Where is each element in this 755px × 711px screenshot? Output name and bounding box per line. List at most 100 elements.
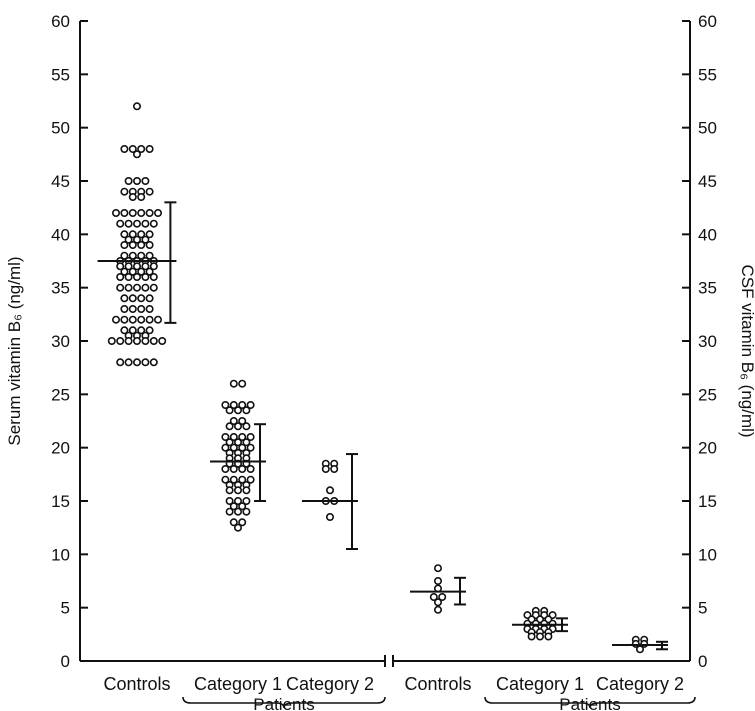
data-point bbox=[145, 294, 154, 303]
data-point bbox=[234, 422, 243, 431]
data-point bbox=[154, 209, 163, 218]
data-point bbox=[149, 272, 158, 281]
data-point bbox=[229, 379, 238, 388]
data-point bbox=[116, 358, 125, 367]
data-point bbox=[124, 262, 133, 271]
data-point bbox=[133, 102, 142, 111]
patients-bracket bbox=[484, 696, 696, 709]
data-point bbox=[145, 304, 154, 313]
data-point bbox=[112, 209, 121, 218]
data-point bbox=[221, 443, 230, 452]
data-point bbox=[124, 235, 133, 244]
data-point bbox=[133, 177, 142, 186]
data-point bbox=[120, 294, 129, 303]
data-point bbox=[133, 272, 142, 281]
data-point bbox=[137, 145, 146, 154]
data-point bbox=[238, 502, 247, 511]
y-left-tick-label: 0 bbox=[61, 652, 70, 671]
y-right-tick-label: 35 bbox=[698, 279, 717, 298]
patients-label: Patients bbox=[253, 695, 314, 711]
data-point bbox=[116, 262, 125, 271]
data-point bbox=[133, 235, 142, 244]
data-point bbox=[238, 432, 247, 441]
data-point bbox=[133, 219, 142, 228]
data-point bbox=[246, 443, 255, 452]
data-point bbox=[154, 315, 163, 324]
data-point bbox=[124, 219, 133, 228]
data-point bbox=[128, 294, 137, 303]
data-point bbox=[438, 592, 447, 601]
data-point bbox=[229, 475, 238, 484]
data-point bbox=[229, 443, 238, 452]
data-point bbox=[133, 358, 142, 367]
data-point bbox=[238, 400, 247, 409]
data-point bbox=[238, 416, 247, 425]
data-point bbox=[116, 272, 125, 281]
y-right-tick-label: 60 bbox=[698, 12, 717, 31]
data-point bbox=[221, 432, 230, 441]
category-label: Controls bbox=[404, 674, 471, 694]
data-point bbox=[221, 400, 230, 409]
data-point bbox=[120, 251, 129, 260]
data-point bbox=[112, 315, 121, 324]
data-point bbox=[137, 267, 146, 276]
data-point bbox=[242, 496, 251, 505]
data-point bbox=[242, 507, 251, 516]
data-point bbox=[128, 230, 137, 239]
data-point bbox=[124, 336, 133, 345]
y-left-tick-label: 45 bbox=[51, 172, 70, 191]
data-point bbox=[141, 219, 150, 228]
data-point bbox=[535, 632, 544, 641]
data-point bbox=[229, 464, 238, 473]
data-point bbox=[124, 177, 133, 186]
y-left-tick-label: 25 bbox=[51, 385, 70, 404]
data-group bbox=[302, 453, 358, 550]
data-point bbox=[120, 326, 129, 335]
data-point bbox=[116, 219, 125, 228]
data-point bbox=[116, 336, 125, 345]
y-left-tick-label: 60 bbox=[51, 12, 70, 31]
data-point bbox=[246, 475, 255, 484]
y-right-tick-label: 55 bbox=[698, 65, 717, 84]
y-right-tick-label: 40 bbox=[698, 225, 717, 244]
y-right-tick-label: 10 bbox=[698, 545, 717, 564]
data-point bbox=[128, 326, 137, 335]
y-left-tick-label: 10 bbox=[51, 545, 70, 564]
y-right-tick-label: 45 bbox=[698, 172, 717, 191]
category-labels: Controls Category 1 Category 2 Controls Cate… bbox=[103, 674, 696, 711]
data-point bbox=[229, 416, 238, 425]
patients-bracket bbox=[182, 696, 386, 709]
y-left-tick-label: 50 bbox=[51, 119, 70, 138]
data-point bbox=[527, 632, 536, 641]
data-point bbox=[145, 187, 154, 196]
data-group bbox=[97, 102, 177, 367]
data-point bbox=[124, 283, 133, 292]
data-point bbox=[141, 272, 150, 281]
data-point bbox=[141, 235, 150, 244]
data-point bbox=[128, 209, 137, 218]
data-point bbox=[229, 432, 238, 441]
data-point bbox=[238, 518, 247, 527]
data-point bbox=[225, 486, 234, 495]
data-point bbox=[141, 336, 150, 345]
data-point bbox=[433, 598, 442, 607]
y-right-tick-label: 25 bbox=[698, 385, 717, 404]
y-right-tick-label: 0 bbox=[698, 652, 707, 671]
data-point bbox=[128, 315, 137, 324]
data-point bbox=[120, 304, 129, 313]
data-point bbox=[145, 267, 154, 276]
data-point bbox=[120, 145, 129, 154]
y-left-tick-label: 15 bbox=[51, 492, 70, 511]
data-point bbox=[137, 251, 146, 260]
data-group bbox=[612, 635, 668, 654]
y-left-tick-label: 40 bbox=[51, 225, 70, 244]
data-point bbox=[238, 379, 247, 388]
y-right-tick-label: 30 bbox=[698, 332, 717, 351]
data-point bbox=[137, 230, 146, 239]
data-point bbox=[145, 145, 154, 154]
data-point bbox=[137, 315, 146, 324]
data-point bbox=[128, 304, 137, 313]
data-point bbox=[242, 438, 251, 447]
data-point bbox=[149, 283, 158, 292]
